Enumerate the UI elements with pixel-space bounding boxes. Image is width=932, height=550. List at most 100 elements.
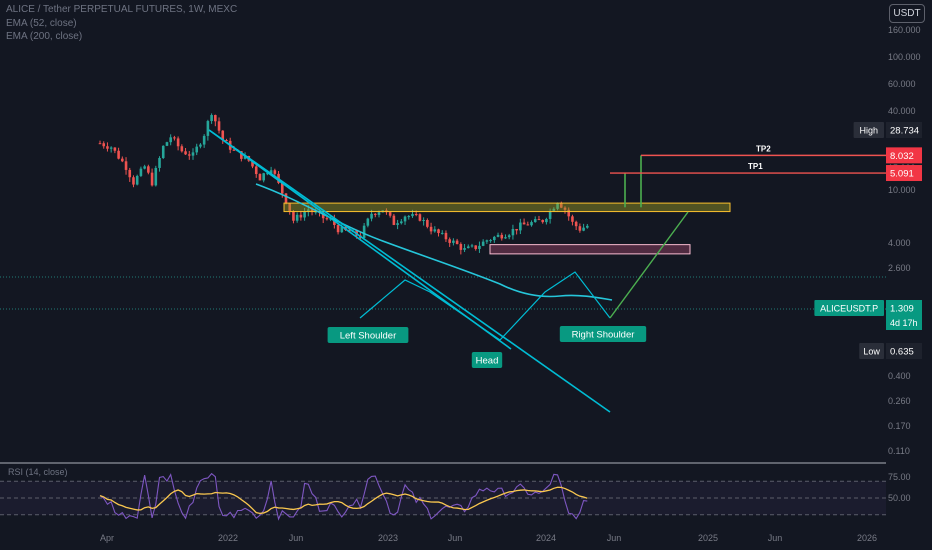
high-tag-name-bg — [853, 122, 884, 138]
tp1-tag-bg — [886, 165, 922, 182]
last-price-tag-bg — [886, 300, 922, 316]
candle-body — [574, 221, 578, 227]
candle-body — [165, 142, 169, 146]
x-tick-8: Jun — [768, 533, 783, 543]
rsi-tick-0: 75.00 — [888, 472, 911, 482]
candle-body — [187, 154, 191, 156]
candle-body — [128, 169, 132, 178]
candle-body — [280, 182, 284, 194]
candle-body — [158, 157, 161, 168]
tp1-tag-value: 5.091 — [890, 169, 914, 180]
candle-body — [578, 226, 582, 231]
candle-body — [135, 175, 139, 185]
candle-body — [161, 145, 165, 158]
x-tick-2: Jun — [289, 533, 304, 543]
candle-body — [478, 245, 481, 249]
candle-body — [377, 212, 381, 215]
candle-body — [113, 147, 117, 151]
candle-body — [440, 232, 444, 234]
candle-body — [273, 170, 277, 174]
candle-body — [269, 170, 273, 174]
candle-body — [254, 166, 258, 175]
resistance-zone — [283, 202, 731, 213]
candle-body — [225, 140, 228, 142]
candle-body — [400, 221, 403, 224]
candle-body — [169, 137, 172, 143]
candle-body — [210, 115, 213, 122]
y-tick-6: 4.000 — [888, 238, 911, 248]
candle-body — [147, 166, 150, 173]
candle-body — [307, 209, 310, 212]
candle-body — [299, 214, 303, 218]
candle-body — [102, 143, 106, 147]
tp1-label: TP1 — [748, 162, 763, 171]
candle-body — [121, 158, 124, 162]
candle-body — [251, 160, 254, 167]
candle-body — [511, 228, 515, 236]
support-zone — [489, 244, 691, 255]
candle-body — [362, 225, 366, 238]
candle-body — [243, 156, 247, 159]
tp2-tag-bg — [886, 147, 922, 164]
candle-body — [199, 144, 202, 147]
axes: 160.000100.00060.00040.00015.00010.0004.… — [100, 25, 922, 543]
candle-body — [519, 222, 522, 231]
ema-52-legend[interactable]: EMA (52, close) — [6, 18, 77, 29]
candle-body — [586, 225, 589, 228]
head-label: Head — [476, 356, 499, 367]
candle-body — [426, 219, 429, 227]
low-tag-value: 0.635 — [890, 347, 914, 358]
rsi-title: RSI (14, close) — [8, 467, 68, 477]
candle-body — [437, 229, 440, 234]
rsi-ma-line — [99, 486, 588, 515]
candle-body — [548, 210, 552, 219]
y-tick-7: 2.600 — [888, 263, 911, 273]
candle-body — [433, 229, 437, 232]
x-tick-5: 2024 — [536, 533, 556, 543]
candle-body — [444, 232, 448, 240]
candle-body — [571, 216, 574, 222]
candle-body — [221, 130, 225, 141]
candle-body — [373, 213, 377, 215]
candle-body — [533, 219, 537, 223]
candle-body — [98, 143, 102, 145]
y-tick-11: 0.110 — [888, 446, 910, 456]
candle-body — [448, 239, 451, 243]
candle-body — [552, 208, 556, 211]
candle-body — [284, 193, 288, 204]
candle-body — [124, 161, 128, 170]
trendline-extension — [208, 129, 611, 413]
candle-body — [180, 146, 184, 152]
ema-200-legend[interactable]: EMA (200, close) — [6, 31, 83, 42]
candle-body — [288, 203, 292, 212]
candle-body — [106, 146, 109, 149]
left-shoulder-label-bg — [327, 327, 409, 343]
candle-body — [489, 240, 492, 242]
candle-body — [258, 174, 262, 181]
candle-body — [403, 216, 407, 222]
candle-body — [422, 219, 425, 221]
candle-body — [336, 225, 340, 233]
y-tick-0: 160.000 — [888, 25, 921, 35]
candles — [98, 113, 589, 255]
rsi-tick-1: 50.00 — [888, 493, 911, 503]
candle-body — [530, 222, 533, 226]
head-label-bg — [471, 352, 503, 368]
currency-button[interactable]: USDT — [889, 4, 925, 23]
candle-body — [217, 121, 221, 131]
candle-body — [414, 214, 418, 216]
candle-body — [117, 150, 120, 159]
candle-body — [232, 149, 236, 151]
x-tick-7: 2025 — [698, 533, 718, 543]
candle-body — [541, 219, 544, 223]
candle-body — [191, 152, 195, 156]
pattern-path — [359, 271, 611, 341]
candle-body — [470, 245, 474, 247]
y-tick-5: 10.000 — [888, 185, 916, 195]
candle-body — [132, 177, 135, 185]
x-tick-6: Jun — [607, 533, 622, 543]
candle-body — [109, 147, 113, 149]
candle-body — [310, 209, 314, 212]
candle-body — [392, 215, 396, 225]
